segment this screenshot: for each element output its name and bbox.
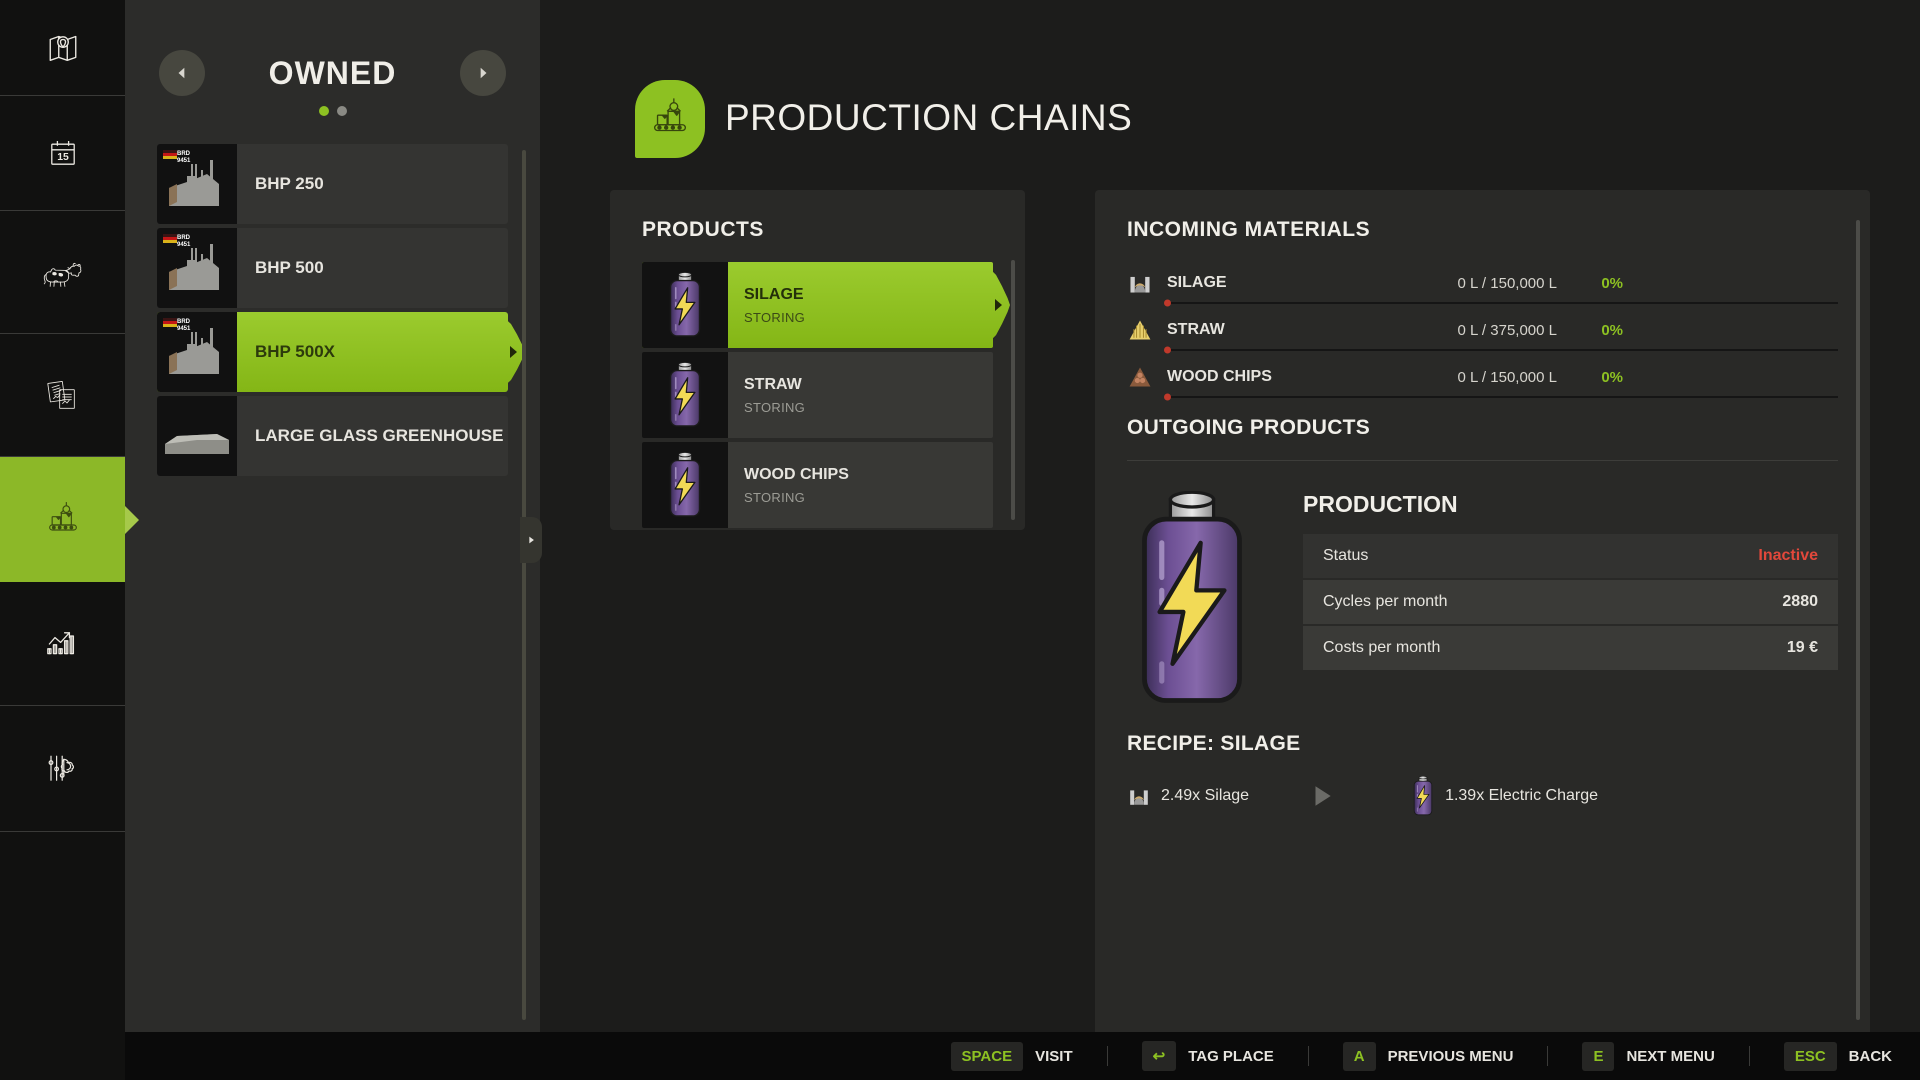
svg-text:15: 15 xyxy=(57,152,69,163)
